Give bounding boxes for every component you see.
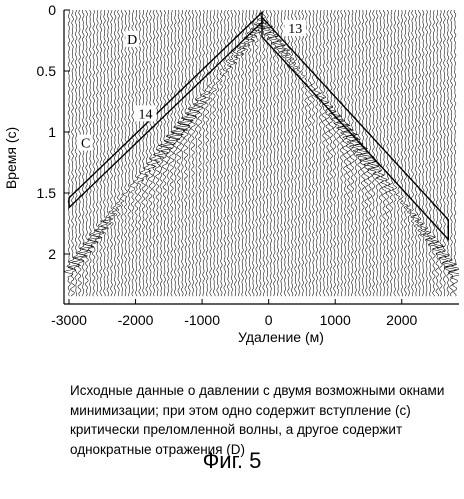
x-tick-label: -1000	[184, 312, 220, 328]
seismic-trace	[212, 10, 216, 296]
seismic-trace	[153, 10, 163, 296]
window-c	[69, 12, 262, 207]
seismic-trace	[396, 10, 399, 296]
seismic-trace	[233, 10, 238, 296]
seismic-trace	[337, 10, 350, 296]
seismic-trace	[331, 10, 342, 296]
seismic-trace	[417, 10, 423, 296]
x-tick-label: 0	[265, 312, 273, 328]
seismic-trace	[179, 10, 193, 296]
x-axis-label: Удаление (м)	[238, 329, 324, 345]
seismic-trace	[109, 10, 115, 296]
seismic-trace	[356, 10, 370, 296]
y-tick-label: 2	[48, 246, 56, 262]
x-tick-label: 2000	[386, 312, 417, 328]
seismic-trace	[130, 10, 135, 296]
seismic-trace	[413, 10, 419, 296]
x-tick-label: -2000	[118, 312, 154, 328]
seismic-trace	[74, 10, 85, 296]
seismic-trace	[407, 10, 412, 296]
seismic-trace	[223, 10, 227, 296]
seismic-trace	[360, 10, 375, 296]
seismic-trace	[101, 10, 108, 296]
figure-number: Фиг. 5	[0, 448, 464, 474]
x-tick-label: 1000	[320, 312, 351, 328]
seismic-trace	[388, 10, 393, 296]
x-axis-ticks: -3000 -2000 -1000 0 1000 2000	[51, 299, 417, 328]
seismic-trace	[144, 10, 151, 296]
seismic-trace	[393, 10, 397, 296]
seismic-trace	[120, 10, 124, 296]
seismic-trace	[420, 10, 426, 296]
seismic-trace	[140, 10, 147, 296]
seismic-trace	[305, 10, 308, 296]
y-axis-label: Время (с)	[3, 127, 19, 189]
y-tick-label: 0.5	[37, 63, 57, 79]
seismic-trace	[200, 10, 206, 296]
y-tick-label: 1	[48, 124, 56, 140]
seismic-trace	[311, 10, 315, 296]
seismic-trace	[285, 10, 291, 296]
annotation-13: 13	[288, 22, 302, 37]
seismic-trace	[290, 10, 294, 296]
seismic-trace	[373, 10, 380, 296]
seismic-trace	[297, 10, 300, 296]
annotation-c: C	[81, 137, 90, 152]
seismic-trace	[103, 10, 111, 296]
seismic-trace	[159, 10, 172, 296]
y-tick-label: 1.5	[37, 185, 57, 201]
y-tick-label: 0	[48, 2, 56, 18]
seismic-trace	[301, 10, 304, 296]
seismic-trace	[208, 10, 212, 296]
seismic-trace	[410, 10, 416, 296]
seismic-trace	[400, 10, 403, 296]
seismic-trace	[116, 10, 120, 296]
y-axis-ticks: 0 0.5 1 1.5 2	[37, 2, 70, 262]
seismic-trace	[128, 10, 131, 296]
seismic-trace	[381, 10, 386, 296]
annotation-d: D	[127, 33, 137, 48]
window-d	[262, 17, 448, 239]
seismic-trace	[134, 10, 138, 296]
seismic-figure: 0 0.5 1 1.5 2 -3000 -2000 -1000 0 1000 2000 D 13 14…	[0, 0, 464, 345]
x-tick-label: -3000	[51, 312, 87, 328]
seismic-trace	[317, 10, 325, 296]
seismic-trace	[137, 10, 143, 296]
seismic-trace	[404, 10, 408, 296]
annotation-14: 14	[139, 107, 153, 122]
seismic-traces	[65, 10, 461, 296]
seismic-trace	[308, 10, 312, 296]
